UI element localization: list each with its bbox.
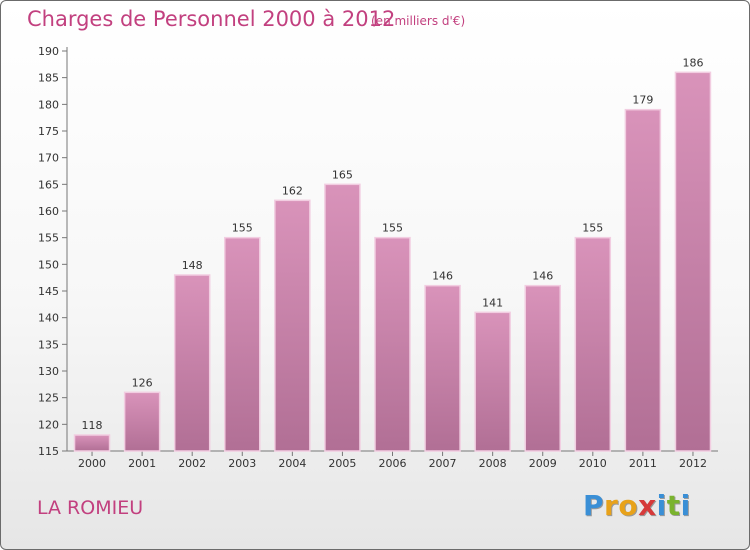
x-tick-label: 2007 xyxy=(429,457,457,470)
x-tick-label: 2010 xyxy=(579,457,607,470)
y-tick-label: 150 xyxy=(38,258,59,271)
logo-letter: i xyxy=(656,489,667,522)
y-tick-label: 180 xyxy=(38,98,59,111)
y-tick-label: 165 xyxy=(38,178,59,191)
x-tick-label: 2001 xyxy=(128,457,156,470)
commune-name: LA ROMIEU xyxy=(37,497,144,519)
bar xyxy=(374,236,411,452)
logo-letter: x xyxy=(638,489,657,522)
bar xyxy=(524,284,561,452)
x-tick-label: 2012 xyxy=(679,457,707,470)
bar xyxy=(123,391,161,452)
y-tick-label: 155 xyxy=(38,232,59,245)
y-tick-label: 170 xyxy=(38,152,59,165)
x-tick-label: 2002 xyxy=(178,457,206,470)
y-tick-label: 125 xyxy=(38,392,59,405)
data-label: 155 xyxy=(382,222,403,235)
bar xyxy=(474,311,511,452)
logo-letter: i xyxy=(680,489,691,522)
y-tick-label: 185 xyxy=(38,72,59,85)
y-tick-label: 160 xyxy=(38,205,59,218)
y-tick-label: 190 xyxy=(38,45,59,58)
data-label: 179 xyxy=(632,94,653,107)
bar xyxy=(574,236,612,452)
data-label: 118 xyxy=(82,419,103,432)
bar xyxy=(674,71,712,452)
data-label: 148 xyxy=(182,259,203,272)
logo-letter: o xyxy=(618,489,639,522)
x-tick-label: 2003 xyxy=(228,457,256,470)
logo-letter: t xyxy=(666,489,681,522)
bar xyxy=(324,183,361,452)
chart-subtitle: (en milliers d'€) xyxy=(371,14,466,28)
data-label: 141 xyxy=(482,296,503,309)
x-tick-label: 2008 xyxy=(479,457,507,470)
proxiti-logo: Proxiti xyxy=(583,489,691,522)
y-tick-label: 135 xyxy=(38,338,59,351)
bar xyxy=(73,434,111,452)
x-tick-label: 2006 xyxy=(379,457,407,470)
y-tick-label: 145 xyxy=(38,285,59,298)
bar xyxy=(624,108,662,452)
x-tick-label: 2004 xyxy=(278,457,306,470)
logo-letter: P xyxy=(583,489,605,522)
x-tick-label: 2005 xyxy=(328,457,356,470)
logo-letter: r xyxy=(604,489,619,522)
bar xyxy=(424,284,461,452)
data-label: 146 xyxy=(432,270,453,283)
data-label: 155 xyxy=(582,222,603,235)
data-label: 165 xyxy=(332,168,353,181)
bar xyxy=(224,236,261,452)
y-tick-label: 130 xyxy=(38,365,59,378)
data-label: 126 xyxy=(132,376,153,389)
x-tick-label: 2000 xyxy=(78,457,106,470)
y-tick-label: 120 xyxy=(38,418,59,431)
y-tick-label: 175 xyxy=(38,125,59,138)
y-tick-label: 140 xyxy=(38,312,59,325)
data-label: 186 xyxy=(682,56,703,69)
bar xyxy=(274,199,311,452)
x-tick-label: 2009 xyxy=(529,457,557,470)
x-tick-label: 2011 xyxy=(629,457,657,470)
bar xyxy=(173,274,211,452)
data-label: 155 xyxy=(232,222,253,235)
data-label: 162 xyxy=(282,184,303,197)
y-tick-label: 115 xyxy=(38,445,59,458)
data-label: 146 xyxy=(532,270,553,283)
chart-title: Charges de Personnel 2000 à 2012 xyxy=(27,7,396,31)
